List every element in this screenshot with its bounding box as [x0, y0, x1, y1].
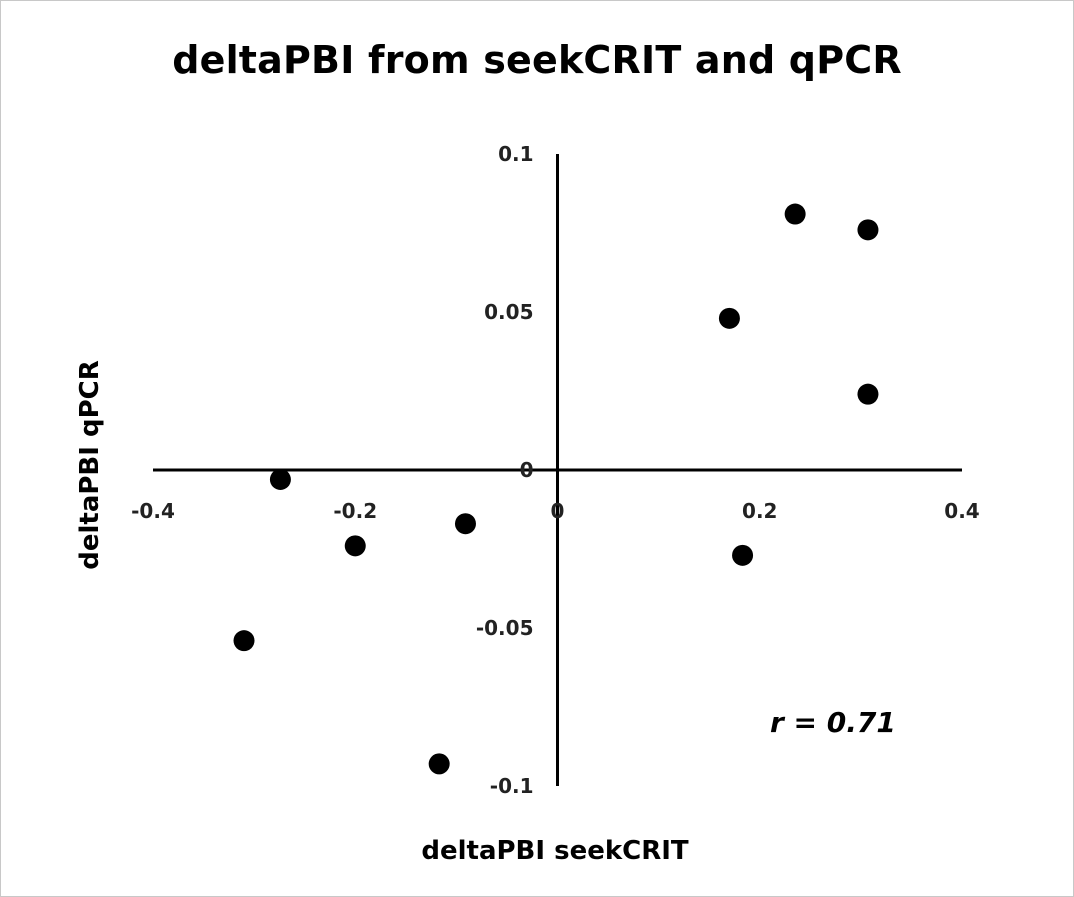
data-markers	[233, 203, 879, 775]
data-point	[718, 307, 740, 329]
x-tick-label: 0.2	[742, 499, 777, 523]
data-point	[857, 383, 879, 405]
correlation-annotation: r = 0.71	[770, 706, 896, 739]
y-axis-title-text: deltaPBI qPCR	[75, 360, 105, 570]
chart-title: deltaPBI from seekCRIT and qPCR	[172, 38, 902, 82]
y-tick-label: -0.1	[490, 774, 534, 798]
x-tick-label: -0.4	[131, 499, 175, 523]
y-tick-label: 0.1	[498, 142, 533, 166]
x-axis-title: deltaPBI seekCRIT	[421, 836, 689, 866]
data-point	[784, 203, 806, 225]
tick-labels: -0.4 -0.2 0 0.2 0.4 -0.1 -0.05 0 0.05 0.1	[131, 142, 980, 798]
data-point	[732, 544, 754, 566]
x-tick-label: 0.4	[944, 499, 979, 523]
y-tick-label: 0.05	[484, 300, 533, 324]
data-point	[344, 535, 366, 557]
data-point	[233, 630, 255, 652]
data-point	[269, 468, 291, 490]
x-tick-label: 0	[551, 499, 565, 523]
axes	[153, 154, 962, 786]
data-point	[454, 513, 476, 535]
x-tick-label: -0.2	[333, 499, 377, 523]
data-point	[857, 219, 879, 241]
y-tick-label: 0	[520, 458, 534, 482]
data-point	[428, 753, 450, 775]
y-tick-label: -0.05	[476, 616, 534, 640]
